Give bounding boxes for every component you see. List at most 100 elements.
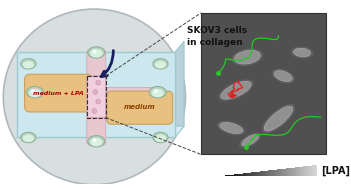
FancyBboxPatch shape: [87, 50, 106, 145]
Bar: [297, 167, 298, 176]
Bar: [235, 174, 236, 176]
Bar: [311, 166, 312, 176]
Circle shape: [93, 50, 96, 53]
Ellipse shape: [293, 48, 311, 57]
Circle shape: [96, 99, 100, 104]
Ellipse shape: [262, 104, 295, 133]
Ellipse shape: [21, 132, 36, 143]
Bar: [251, 172, 252, 176]
Bar: [87, 76, 106, 118]
Bar: [312, 165, 313, 176]
Bar: [260, 171, 261, 176]
Bar: [247, 173, 249, 176]
FancyBboxPatch shape: [107, 91, 173, 124]
Bar: [292, 168, 293, 176]
Bar: [236, 174, 237, 176]
Bar: [286, 168, 287, 176]
Bar: [296, 167, 297, 176]
Ellipse shape: [264, 106, 293, 131]
Bar: [253, 172, 254, 176]
Bar: [226, 175, 227, 176]
Bar: [315, 165, 316, 176]
Bar: [259, 171, 260, 176]
Bar: [287, 168, 288, 176]
Bar: [310, 166, 311, 176]
Bar: [279, 169, 280, 176]
Bar: [227, 175, 228, 176]
Ellipse shape: [217, 121, 245, 136]
Bar: [262, 171, 263, 176]
Circle shape: [154, 90, 157, 93]
Text: medium: medium: [124, 104, 155, 110]
Bar: [237, 174, 238, 176]
Ellipse shape: [3, 9, 185, 185]
Bar: [291, 168, 292, 176]
Bar: [305, 166, 306, 176]
Bar: [245, 173, 246, 176]
Bar: [313, 165, 314, 176]
Bar: [282, 169, 283, 176]
Bar: [272, 170, 273, 176]
Ellipse shape: [88, 47, 105, 58]
Ellipse shape: [271, 69, 295, 84]
Bar: [293, 168, 294, 176]
Bar: [304, 166, 305, 176]
Bar: [267, 171, 268, 176]
Bar: [252, 172, 253, 176]
Bar: [275, 170, 276, 176]
Text: SKOV3 cells
in collagen: SKOV3 cells in collagen: [187, 26, 247, 47]
Bar: [283, 169, 284, 176]
Bar: [307, 166, 308, 176]
Bar: [246, 173, 247, 176]
Bar: [264, 171, 265, 176]
Bar: [302, 167, 303, 176]
Bar: [230, 175, 231, 176]
Bar: [241, 174, 243, 176]
Ellipse shape: [153, 132, 168, 143]
Bar: [281, 169, 282, 176]
Ellipse shape: [155, 61, 166, 69]
Ellipse shape: [155, 135, 166, 142]
Bar: [250, 173, 251, 176]
Circle shape: [93, 90, 98, 94]
Ellipse shape: [90, 49, 102, 58]
Bar: [289, 168, 290, 176]
Bar: [201, 13, 326, 154]
Ellipse shape: [23, 135, 34, 142]
Bar: [243, 174, 244, 176]
Bar: [280, 169, 281, 176]
Bar: [294, 167, 296, 176]
Bar: [300, 167, 302, 176]
Bar: [238, 174, 239, 176]
Ellipse shape: [234, 50, 260, 64]
Bar: [265, 171, 266, 176]
Circle shape: [96, 80, 100, 85]
Bar: [273, 170, 274, 176]
Ellipse shape: [153, 59, 168, 69]
Bar: [278, 169, 279, 176]
Ellipse shape: [29, 89, 41, 97]
Bar: [308, 166, 309, 176]
Ellipse shape: [149, 87, 166, 98]
Ellipse shape: [291, 46, 313, 59]
Bar: [255, 172, 256, 176]
Ellipse shape: [274, 71, 292, 82]
Bar: [254, 172, 255, 176]
FancyBboxPatch shape: [25, 74, 93, 112]
Text: medium + LPA: medium + LPA: [33, 91, 84, 96]
Ellipse shape: [152, 89, 164, 97]
Bar: [284, 169, 285, 176]
FancyBboxPatch shape: [32, 88, 160, 106]
Polygon shape: [17, 126, 184, 137]
Bar: [239, 174, 240, 176]
Bar: [258, 172, 259, 176]
Bar: [274, 170, 275, 176]
Bar: [268, 170, 269, 176]
Bar: [290, 168, 291, 176]
FancyBboxPatch shape: [87, 76, 106, 118]
Ellipse shape: [90, 138, 102, 146]
Circle shape: [92, 109, 97, 113]
Bar: [285, 169, 286, 176]
Text: [LPA]: [LPA]: [321, 165, 350, 176]
Bar: [277, 170, 278, 176]
